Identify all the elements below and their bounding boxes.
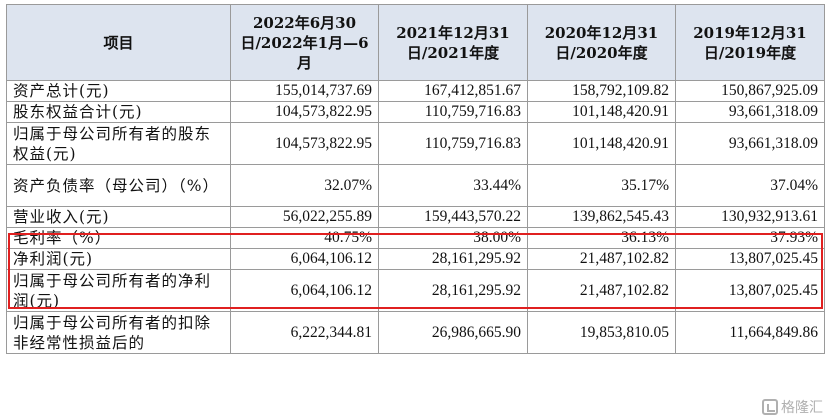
cell-value: 38.00% [378, 227, 528, 249]
table-row: 净利润(元) 6,064,106.12 28,161,295.92 21,487… [6, 248, 825, 270]
cell-value: 155,014,737.69 [230, 80, 379, 102]
cell-value: 37.04% [675, 164, 825, 207]
cell-value: 158,792,109.82 [527, 80, 676, 102]
cell-value: 36.13% [527, 227, 676, 249]
cell-value: 19,853,810.05 [527, 311, 676, 354]
cell-value: 6,064,106.12 [230, 269, 379, 312]
row-label: 毛利率（%） [6, 227, 231, 249]
row-label: 资产负债率（母公司）（%） [6, 164, 231, 207]
cell-value: 110,759,716.83 [378, 101, 528, 123]
cell-value: 6,064,106.12 [230, 248, 379, 270]
header-row: 项目 2022年6月30日/2022年1月—6月 2021年12月31日/202… [6, 4, 825, 81]
cell-value: 32.07% [230, 164, 379, 207]
row-label: 归属于母公司所有者的股东权益(元) [6, 122, 231, 165]
cell-value: 159,443,570.22 [378, 206, 528, 228]
row-label: 归属于母公司所有者的净利润(元) [6, 269, 231, 312]
table-row: 营业收入(元) 56,022,255.89 159,443,570.22 139… [6, 206, 825, 228]
header-2020: 2020年12月31日/2020年度 [527, 4, 676, 81]
cell-value: 56,022,255.89 [230, 206, 379, 228]
row-label: 归属于母公司所有者的扣除非经常性损益后的 [6, 311, 231, 354]
cell-value: 93,661,318.09 [675, 122, 825, 165]
header-2021: 2021年12月31日/2021年度 [378, 4, 528, 81]
header-item: 项目 [6, 4, 231, 81]
cell-value: 104,573,822.95 [230, 122, 379, 165]
cell-value: 13,807,025.45 [675, 248, 825, 270]
cell-value: 150,867,925.09 [675, 80, 825, 102]
table-row: 毛利率（%） 40.75% 38.00% 36.13% 37.93% [6, 227, 825, 249]
cell-value: 93,661,318.09 [675, 101, 825, 123]
cell-value: 21,487,102.82 [527, 248, 676, 270]
table-row: 归属于母公司所有者的股东权益(元) 104,573,822.95 110,759… [6, 122, 825, 165]
cell-value: 110,759,716.83 [378, 122, 528, 165]
cell-value: 167,412,851.67 [378, 80, 528, 102]
cell-value: 101,148,420.91 [527, 122, 676, 165]
table-row: 资产总计(元) 155,014,737.69 167,412,851.67 15… [6, 80, 825, 102]
cell-value: 40.75% [230, 227, 379, 249]
table-row: 归属于母公司所有者的扣除非经常性损益后的 6,222,344.81 26,986… [6, 311, 825, 354]
gelonghui-logo-icon [762, 399, 778, 415]
cell-value: 130,932,913.61 [675, 206, 825, 228]
cell-value: 33.44% [378, 164, 528, 207]
watermark-text: 格隆汇 [781, 400, 823, 416]
row-label: 资产总计(元) [6, 80, 231, 102]
cell-value: 13,807,025.45 [675, 269, 825, 312]
cell-value: 101,148,420.91 [527, 101, 676, 123]
table-row: 归属于母公司所有者的净利润(元) 6,064,106.12 28,161,295… [6, 269, 825, 312]
cell-value: 11,664,849.86 [675, 311, 825, 354]
cell-value: 139,862,545.43 [527, 206, 676, 228]
cell-value: 37.93% [675, 227, 825, 249]
header-2019: 2019年12月31日/2019年度 [675, 4, 825, 81]
cell-value: 28,161,295.92 [378, 269, 528, 312]
cell-value: 26,986,665.90 [378, 311, 528, 354]
financial-table: 项目 2022年6月30日/2022年1月—6月 2021年12月31日/202… [6, 4, 825, 354]
table-row: 股东权益合计(元) 104,573,822.95 110,759,716.83 … [6, 101, 825, 123]
watermark: 格隆汇 [762, 397, 823, 417]
row-label: 股东权益合计(元) [6, 101, 231, 123]
header-2022: 2022年6月30日/2022年1月—6月 [230, 4, 379, 81]
cell-value: 21,487,102.82 [527, 269, 676, 312]
row-label: 净利润(元) [6, 248, 231, 270]
cell-value: 35.17% [527, 164, 676, 207]
table-row: 资产负债率（母公司）（%） 32.07% 33.44% 35.17% 37.04… [6, 164, 825, 207]
row-label: 营业收入(元) [6, 206, 231, 228]
cell-value: 6,222,344.81 [230, 311, 379, 354]
cell-value: 28,161,295.92 [378, 248, 528, 270]
cell-value: 104,573,822.95 [230, 101, 379, 123]
